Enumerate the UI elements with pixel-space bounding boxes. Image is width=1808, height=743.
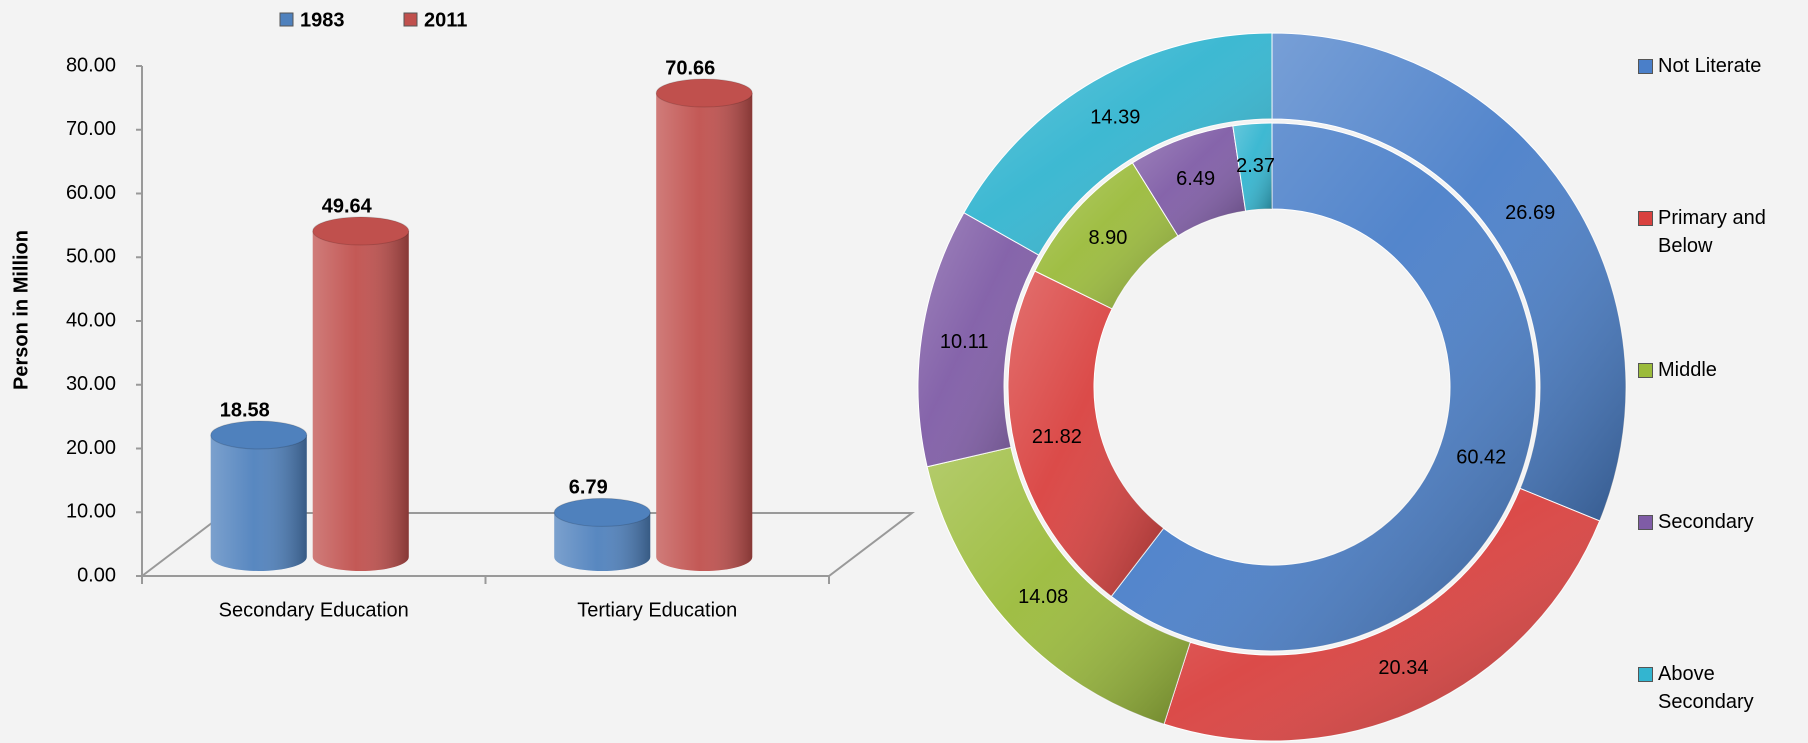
cylinder — [312, 216, 410, 572]
legend-swatch — [1638, 59, 1653, 74]
legend-swatch — [279, 12, 294, 27]
cylinder-shade — [656, 93, 753, 572]
legend-label: 1983 — [300, 9, 345, 31]
y-tick-label: 30.00 — [66, 373, 116, 395]
cylinder — [553, 497, 651, 572]
y-tick-label: 70.00 — [66, 118, 116, 140]
legend-swatch — [403, 12, 418, 27]
x-tick-label: Secondary Education — [219, 599, 409, 621]
x-tick-label: Tertiary Education — [577, 599, 737, 621]
data-label: 8.90 — [1089, 227, 1128, 249]
data-label: 18.58 — [220, 399, 270, 421]
legend-label: Not Literate — [1658, 55, 1762, 77]
data-label: 60.42 — [1456, 446, 1506, 468]
y-tick-label: 60.00 — [66, 182, 116, 204]
cylinder-shade — [210, 434, 307, 572]
cylinder-top — [655, 78, 753, 108]
legend-label: Secondary — [1658, 511, 1754, 533]
legend-label: Primary and Below — [1658, 207, 1766, 257]
legend-swatch — [1638, 211, 1653, 226]
legend-label: Middle — [1658, 359, 1717, 381]
y-tick-label: 50.00 — [66, 246, 116, 268]
cylinder — [655, 78, 753, 572]
data-label: 10.11 — [940, 331, 989, 353]
cylinder-shade — [312, 231, 409, 572]
y-tick-label: 80.00 — [66, 54, 116, 76]
legend-swatch — [1638, 363, 1653, 378]
y-tick-label: 10.00 — [66, 501, 116, 523]
floor — [139, 512, 915, 577]
y-tick-label: 40.00 — [66, 309, 116, 331]
legend-swatch — [1638, 515, 1653, 530]
cylinder-shade — [554, 512, 651, 572]
data-label: 6.79 — [569, 477, 608, 499]
data-label: 14.39 — [1090, 107, 1140, 129]
legend-label: Above Secondary — [1658, 663, 1754, 713]
cylinder — [210, 420, 308, 572]
data-label: 6.49 — [1176, 168, 1215, 190]
y-tick-label: 0.00 — [77, 564, 116, 586]
data-label: 49.64 — [322, 195, 373, 217]
data-label: 2.37 — [1236, 155, 1275, 177]
data-label: 26.69 — [1505, 202, 1555, 224]
cylinder-top — [553, 497, 651, 527]
cylinder-top — [312, 216, 410, 246]
y-tick-label: 20.00 — [66, 437, 116, 459]
legend-label: 2011 — [424, 9, 467, 31]
data-label: 20.34 — [1378, 657, 1428, 679]
data-label: 70.66 — [665, 57, 715, 79]
y-axis-label: Person in Million — [10, 230, 32, 390]
legend-swatch — [1638, 667, 1653, 682]
data-label: 14.08 — [1018, 586, 1068, 608]
cylinder-top — [210, 420, 308, 450]
data-label: 21.82 — [1032, 426, 1082, 448]
